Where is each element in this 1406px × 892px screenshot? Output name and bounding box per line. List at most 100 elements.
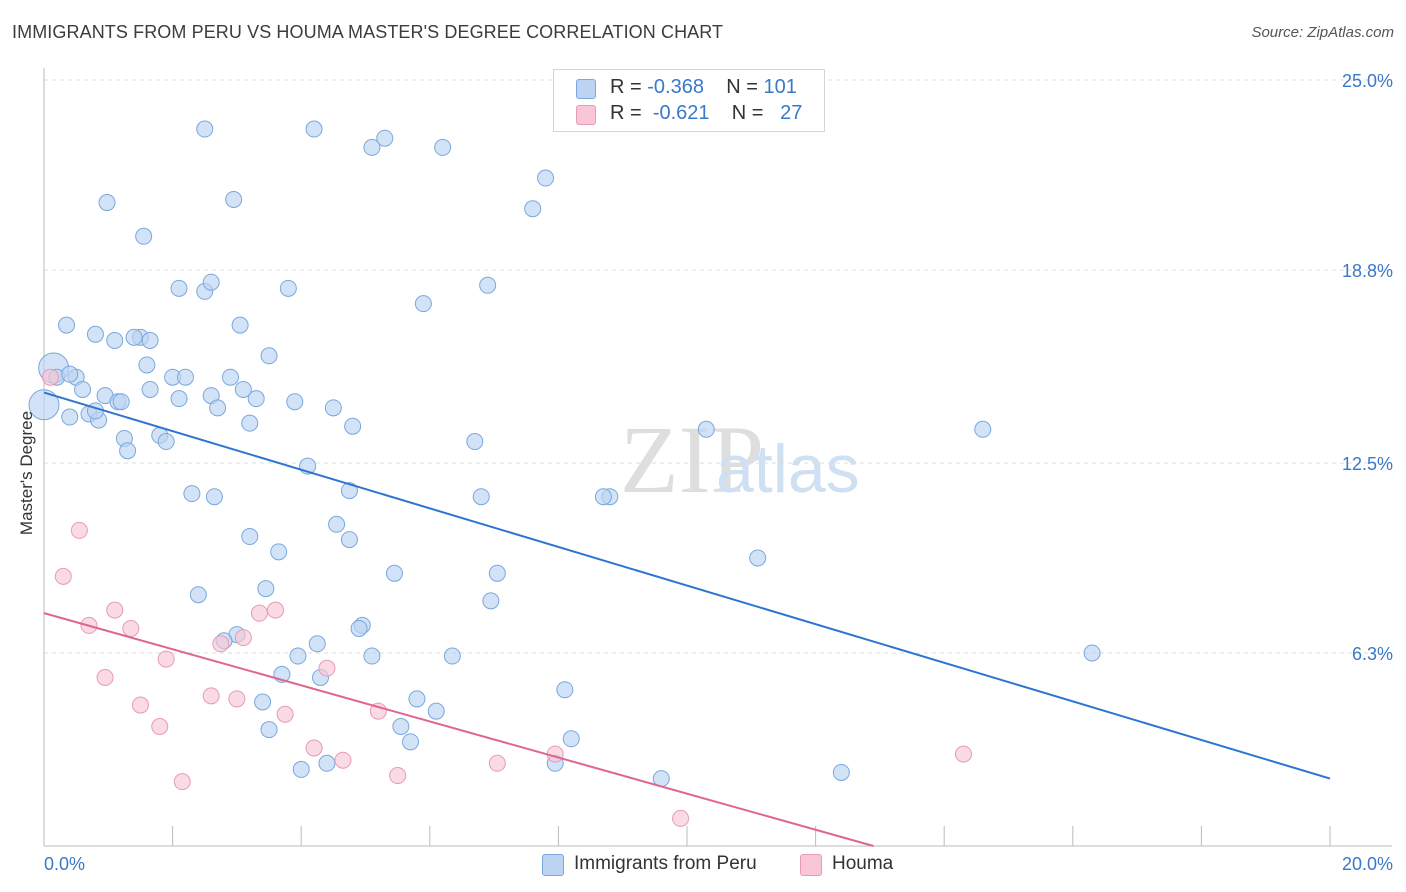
peru-point <box>402 733 420 751</box>
peru-point <box>292 760 310 778</box>
trend-lines <box>43 391 1331 847</box>
chart-title: IMMIGRANTS FROM PERU VS HOUMA MASTER'S D… <box>12 22 724 42</box>
peru-point <box>1083 644 1101 662</box>
peru-point <box>205 488 223 506</box>
peru-point <box>289 647 307 665</box>
peru-point <box>196 120 214 138</box>
peru-point <box>86 325 104 343</box>
legend-label-houma: Houma <box>832 853 894 874</box>
peru-point <box>260 347 278 365</box>
peru-point <box>482 592 500 610</box>
peru-point <box>98 194 116 212</box>
y-axis-title: Master's Degree <box>17 411 36 535</box>
peru-point <box>340 482 358 500</box>
data-points <box>28 120 1101 827</box>
axes <box>43 68 1392 847</box>
peru-point <box>443 647 461 665</box>
peru-point <box>141 380 159 398</box>
peru-point <box>537 169 555 187</box>
peru-point <box>594 488 612 506</box>
peru-trend-line <box>43 391 1331 780</box>
peru-point <box>241 528 259 546</box>
houma-swatch <box>576 105 596 125</box>
peru-point <box>414 295 432 313</box>
peru-point <box>749 549 767 567</box>
peru-point <box>260 721 278 739</box>
houma-point <box>173 773 191 791</box>
peru-point <box>231 316 249 334</box>
r-value: -0.368 <box>647 76 704 98</box>
peru-point <box>562 730 580 748</box>
peru-point <box>832 763 850 781</box>
peru-point <box>257 580 275 598</box>
peru-point <box>183 485 201 503</box>
peru-point <box>408 690 426 708</box>
houma-point <box>70 521 88 539</box>
houma-trend-line <box>43 612 874 847</box>
peru-point <box>157 433 175 451</box>
peru-point <box>221 368 239 386</box>
peru-point <box>170 279 188 297</box>
houma-point <box>122 619 140 637</box>
peru-point <box>472 488 490 506</box>
houma-point <box>334 751 352 769</box>
watermark-zip: ZIP <box>620 406 764 513</box>
peru-point <box>112 393 130 411</box>
peru-point <box>189 586 207 604</box>
source-credit: Source: ZipAtlas.com <box>1251 24 1394 41</box>
peru-point <box>350 619 368 637</box>
peru-point <box>286 393 304 411</box>
houma-point <box>212 635 230 653</box>
peru-point <box>254 693 272 711</box>
n-value: 27 <box>780 102 803 124</box>
stats-legend: R = -0.368 N = 101 R = -0.621 N = 27 <box>553 69 825 132</box>
watermark-atlas: atlas <box>716 431 860 507</box>
peru-point <box>524 200 542 218</box>
peru-point <box>241 414 259 432</box>
y-tick-label: 12.5% <box>1342 454 1393 474</box>
peru-point <box>74 380 92 398</box>
peru-point <box>434 138 452 156</box>
peru-point <box>138 356 156 374</box>
houma-point <box>266 601 284 619</box>
houma-point <box>234 629 252 647</box>
y-tick-label: 25.0% <box>1342 71 1393 91</box>
peru-point <box>466 433 484 451</box>
houma-point <box>151 718 169 736</box>
n-label: N = <box>731 102 764 124</box>
peru-point <box>697 420 715 438</box>
houma-point <box>106 601 124 619</box>
x-tick-label: 0.0% <box>44 854 85 874</box>
peru-point <box>385 564 403 582</box>
peru-point <box>279 279 297 297</box>
peru-point <box>427 702 445 720</box>
peru-point <box>363 647 381 665</box>
houma-point <box>157 650 175 668</box>
tick-labels: 6.3% 12.5% 18.8% 25.0% 0.0% 20.0% Master's Deg… <box>17 71 1393 874</box>
houma-point <box>96 668 114 686</box>
houma-point <box>54 567 72 585</box>
peru-point <box>225 190 243 208</box>
peru-point <box>106 331 124 349</box>
peru-point <box>125 328 143 346</box>
r-label: R = <box>610 76 642 98</box>
peru-point <box>340 531 358 549</box>
peru-point <box>209 399 227 417</box>
n-value: 101 <box>763 76 797 98</box>
peru-point <box>479 276 497 294</box>
peru-point <box>318 754 336 772</box>
houma-point <box>954 745 972 763</box>
peru-point <box>170 390 188 408</box>
houma-point <box>318 659 336 677</box>
gridlines <box>44 79 1392 654</box>
houma-point <box>276 705 294 723</box>
peru-point <box>974 420 992 438</box>
peru-point <box>247 390 265 408</box>
r-value: -0.621 <box>652 102 710 124</box>
peru-point <box>28 389 60 421</box>
houma-point <box>228 690 246 708</box>
peru-point <box>58 316 76 334</box>
legend-label-peru: Immigrants from Peru <box>574 853 757 874</box>
y-tick-label: 6.3% <box>1352 644 1393 664</box>
